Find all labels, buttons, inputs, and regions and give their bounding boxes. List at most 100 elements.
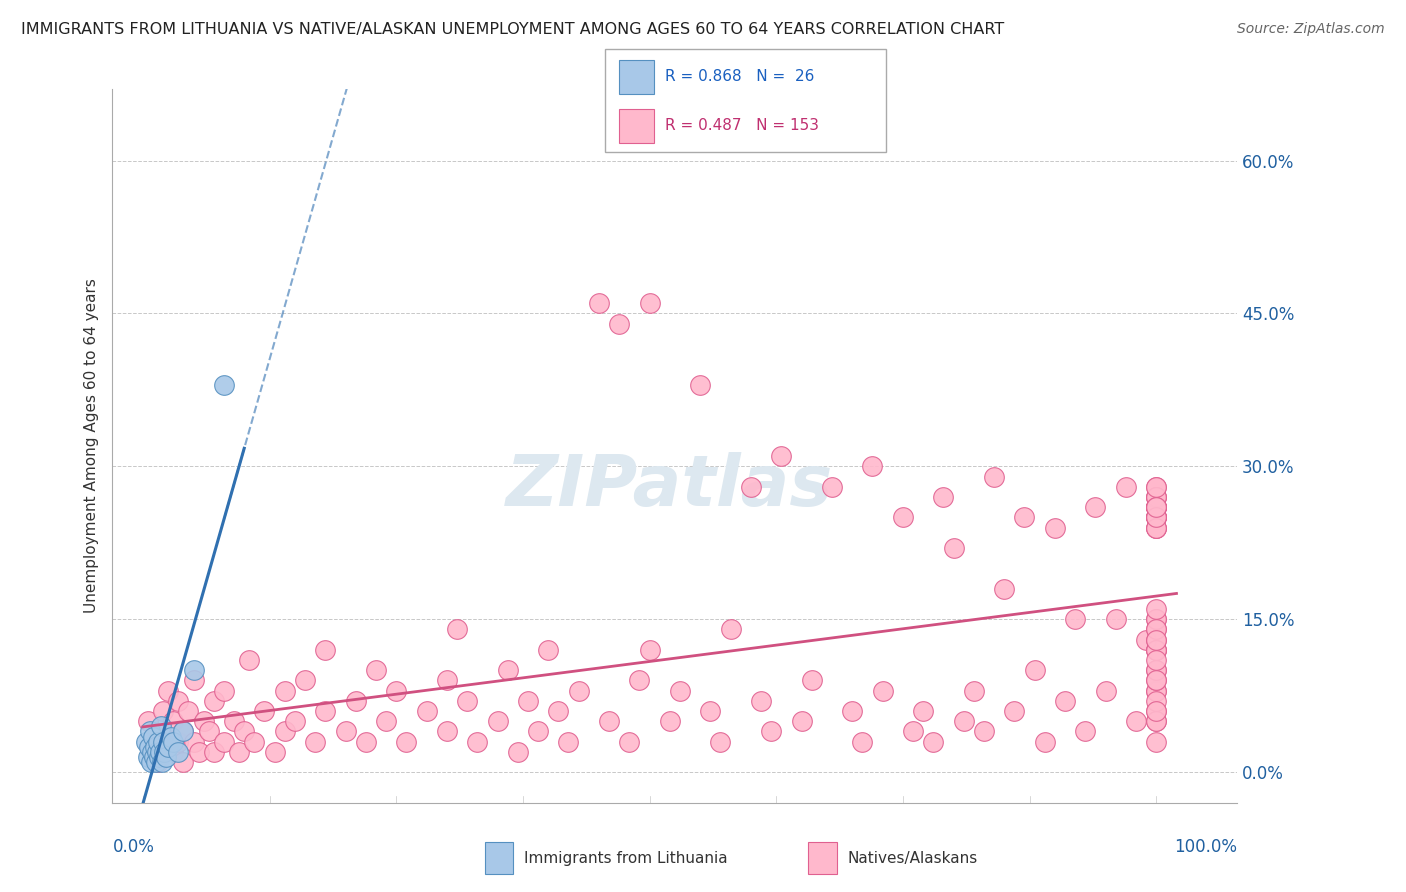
Point	[1144, 480, 1167, 494]
Point	[1144, 704, 1167, 718]
Point	[598, 714, 620, 729]
Point	[527, 724, 550, 739]
Point	[1144, 643, 1167, 657]
Point	[486, 714, 509, 729]
Point	[1144, 714, 1167, 729]
Point	[800, 673, 823, 688]
Point	[963, 683, 986, 698]
Point	[1144, 520, 1167, 534]
Point	[202, 694, 225, 708]
Point	[993, 582, 1015, 596]
Point	[638, 643, 661, 657]
Point	[1043, 520, 1066, 534]
Point	[1144, 704, 1167, 718]
Point	[141, 745, 163, 759]
Point	[152, 704, 174, 718]
Point	[139, 724, 162, 739]
Point	[1014, 510, 1036, 524]
Point	[385, 683, 408, 698]
Point	[354, 734, 377, 748]
Point	[922, 734, 945, 748]
Point	[1105, 612, 1128, 626]
Point	[167, 734, 190, 748]
Point	[143, 739, 166, 754]
Point	[136, 750, 159, 764]
Point	[456, 694, 478, 708]
Point	[172, 724, 194, 739]
Point	[284, 714, 307, 729]
Point	[1144, 683, 1167, 698]
Point	[344, 694, 367, 708]
Point	[1053, 694, 1076, 708]
Text: Natives/Alaskans: Natives/Alaskans	[848, 851, 979, 865]
Point	[436, 673, 458, 688]
Point	[155, 750, 177, 764]
Point	[162, 734, 184, 748]
Point	[841, 704, 863, 718]
Text: IMMIGRANTS FROM LITHUANIA VS NATIVE/ALASKAN UNEMPLOYMENT AMONG AGES 60 TO 64 YEA: IMMIGRANTS FROM LITHUANIA VS NATIVE/ALAS…	[21, 22, 1004, 37]
Point	[749, 694, 772, 708]
Point	[1144, 500, 1167, 515]
Point	[187, 745, 209, 759]
Point	[537, 643, 560, 657]
Point	[1144, 510, 1167, 524]
Point	[415, 704, 437, 718]
Point	[150, 755, 173, 769]
Point	[335, 724, 357, 739]
Point	[1144, 500, 1167, 515]
Point	[740, 480, 762, 494]
Point	[162, 714, 184, 729]
Point	[1144, 734, 1167, 748]
Point	[146, 745, 169, 759]
Point	[243, 734, 266, 748]
Point	[152, 734, 174, 748]
Point	[436, 724, 458, 739]
Point	[274, 724, 297, 739]
Point	[1144, 612, 1167, 626]
Point	[149, 745, 172, 759]
Text: 0.0%: 0.0%	[112, 838, 155, 856]
Point	[146, 734, 169, 748]
Point	[202, 745, 225, 759]
Point	[1144, 663, 1167, 677]
Point	[1144, 500, 1167, 515]
Point	[619, 734, 641, 748]
Point	[274, 683, 297, 698]
Point	[139, 755, 162, 769]
Point	[1002, 704, 1025, 718]
Point	[516, 694, 538, 708]
Point	[172, 724, 194, 739]
Point	[1144, 480, 1167, 494]
Point	[162, 745, 184, 759]
Point	[759, 724, 782, 739]
Point	[557, 734, 579, 748]
Point	[1144, 510, 1167, 524]
Point	[1144, 520, 1167, 534]
Point	[872, 683, 894, 698]
Point	[233, 724, 256, 739]
Text: R = 0.487   N = 153: R = 0.487 N = 153	[665, 119, 820, 133]
Point	[1144, 673, 1167, 688]
Point	[183, 663, 205, 677]
Point	[160, 730, 183, 744]
Point	[1115, 480, 1137, 494]
Point	[891, 510, 914, 524]
Point	[790, 714, 813, 729]
Point	[932, 490, 955, 504]
Point	[1144, 632, 1167, 647]
Point	[136, 714, 159, 729]
Point	[588, 296, 610, 310]
Point	[294, 673, 316, 688]
Point	[1144, 490, 1167, 504]
Point	[314, 643, 336, 657]
Y-axis label: Unemployment Among Ages 60 to 64 years: Unemployment Among Ages 60 to 64 years	[83, 278, 98, 614]
Point	[983, 469, 1005, 483]
Point	[263, 745, 285, 759]
Point	[669, 683, 692, 698]
Point	[253, 704, 276, 718]
Point	[150, 719, 173, 733]
Point	[1144, 623, 1167, 637]
Text: ZIPatlas: ZIPatlas	[506, 452, 834, 521]
Point	[638, 296, 661, 310]
Point	[314, 704, 336, 718]
